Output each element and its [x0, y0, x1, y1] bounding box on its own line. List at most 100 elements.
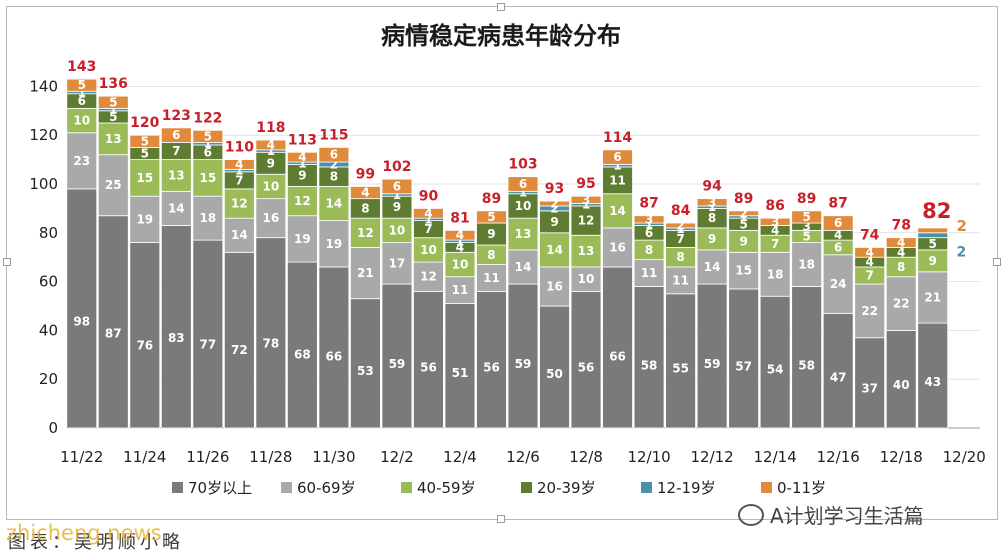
segment-label: 56 [420, 361, 437, 375]
bar-segment [66, 132, 98, 190]
segment-label: 8 [645, 243, 653, 257]
total-label: 120 [130, 115, 159, 131]
bar-segment [318, 186, 350, 222]
segment-label: 51 [452, 366, 469, 380]
bar-segment [570, 195, 602, 204]
total-label: 81 [450, 210, 469, 226]
segment-label: 1 [456, 234, 464, 248]
segment-label: 9 [393, 200, 401, 214]
segment-label: 10 [452, 258, 469, 272]
legend-label: 12-19岁 [657, 479, 716, 497]
bar-segment [444, 303, 476, 429]
segment-label: 14 [546, 243, 563, 257]
segment-label: 1 [393, 188, 401, 202]
segment-label: 6 [834, 216, 842, 230]
segment-label: 6 [393, 179, 401, 193]
segment-label: 4 [866, 255, 874, 269]
segment-label: 19 [136, 212, 153, 226]
bar-segment [255, 237, 287, 429]
total-label: 94 [702, 179, 722, 195]
x-tick-label: 12/18 [880, 448, 923, 466]
bar-segment [287, 151, 318, 163]
segment-label: 14 [704, 260, 721, 274]
x-tick-label: 12/6 [506, 448, 540, 466]
bar-segment [507, 249, 539, 285]
bar-segment [696, 249, 728, 285]
segment-label: 11 [609, 173, 626, 187]
segment-label: 8 [897, 260, 905, 274]
segment-label: 10 [578, 272, 595, 286]
bar-segment [759, 295, 791, 429]
y-tick-label: 120 [29, 126, 58, 144]
bar-segment [160, 225, 192, 429]
segment-label: 7 [676, 232, 684, 246]
resize-handle-right[interactable] [993, 258, 1001, 266]
bar-segment [665, 293, 696, 429]
segment-label: 72 [231, 343, 248, 357]
y-tick-label: 40 [39, 321, 58, 339]
bar-segment [476, 210, 507, 224]
bar-segment [539, 266, 570, 307]
bar-segment [160, 127, 192, 143]
segment-label: 12 [578, 214, 595, 228]
segment-label: 6 [330, 148, 338, 162]
segment-label: 4 [866, 245, 874, 259]
bar-segment [728, 288, 759, 429]
segment-label: 9 [298, 168, 306, 182]
segment-label: 10 [263, 179, 280, 193]
total-label: 74 [860, 227, 880, 243]
segment-label: 57 [735, 359, 752, 373]
total-label: 102 [382, 159, 411, 175]
segment-label: 22 [893, 297, 910, 311]
bar-segment [917, 322, 949, 429]
segment-label: 10 [73, 114, 90, 128]
legend-swatch [172, 482, 183, 493]
segment-label: 21 [924, 290, 941, 304]
segment-label: 1 [235, 164, 243, 178]
bar-segment [759, 217, 791, 226]
segment-label: 98 [73, 314, 90, 328]
bar-segment [602, 227, 633, 268]
bar-segment [917, 271, 949, 324]
segment-label: 6 [172, 128, 180, 142]
segment-label: 18 [798, 258, 815, 272]
bar-segment [633, 215, 665, 224]
segment-label: 9 [929, 254, 937, 268]
bar-segment [854, 337, 886, 429]
total-label: 114 [603, 130, 632, 146]
segment-label: 59 [704, 357, 721, 371]
bar-segment [444, 229, 476, 241]
segment-label: 50 [546, 367, 563, 381]
total-label: 95 [576, 176, 595, 192]
chart-title: 病情稳定病患年龄分布 [381, 22, 621, 50]
bar-segment [381, 178, 413, 195]
total-label: 113 [288, 132, 317, 148]
bar-segment [759, 251, 791, 297]
bar-segment [633, 286, 665, 429]
resize-handle-left[interactable] [3, 258, 11, 266]
segment-label: 3 [645, 212, 653, 226]
segment-label: 13 [515, 227, 532, 241]
total-label: 89 [797, 191, 816, 207]
legend-swatch [521, 482, 532, 493]
total-label: 87 [828, 196, 847, 212]
x-tick-label: 11/26 [186, 448, 229, 466]
segment-label: 12 [231, 197, 248, 211]
bar-segment [192, 159, 224, 197]
total-label: 86 [765, 198, 784, 214]
resize-handle-bottom[interactable] [497, 515, 505, 523]
total-label: 118 [256, 120, 285, 136]
total-label: 143 [67, 59, 96, 75]
legend-label: 70岁以上 [188, 479, 252, 497]
total-label: 84 [671, 203, 691, 219]
segment-label: 5 [109, 110, 117, 124]
segment-label: 13 [105, 132, 122, 146]
segment-label: 5 [204, 129, 212, 143]
resize-handle-top[interactable] [497, 3, 505, 11]
segment-label: 1 [613, 159, 621, 173]
segment-label: 14 [231, 228, 248, 242]
segment-label: 18 [199, 211, 216, 225]
segment-label: 16 [546, 279, 563, 293]
total-label: 89 [734, 191, 753, 207]
